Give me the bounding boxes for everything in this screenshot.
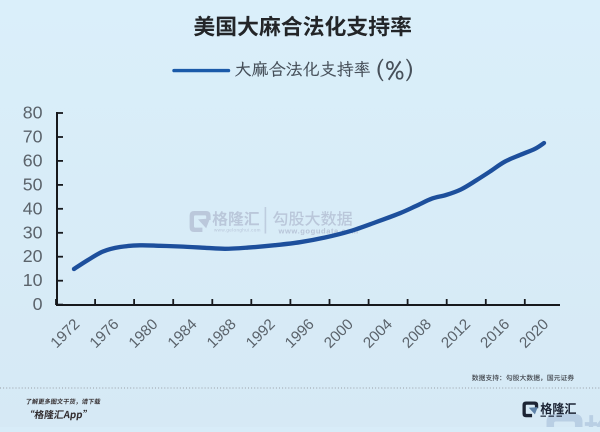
svg-text:0: 0 [33, 294, 43, 314]
svg-text:30: 30 [23, 222, 43, 242]
svg-text:www.gogudata.com: www.gogudata.com [278, 227, 359, 236]
svg-text:www.gelonghui.com: www.gelonghui.com [214, 228, 261, 233]
svg-text:40: 40 [23, 198, 43, 218]
svg-text:60: 60 [23, 150, 43, 170]
svg-text:20: 20 [23, 246, 43, 266]
svg-text:10: 10 [23, 270, 43, 290]
svg-text:70: 70 [23, 127, 43, 147]
svg-text:80: 80 [23, 103, 43, 123]
svg-text:50: 50 [23, 174, 43, 194]
